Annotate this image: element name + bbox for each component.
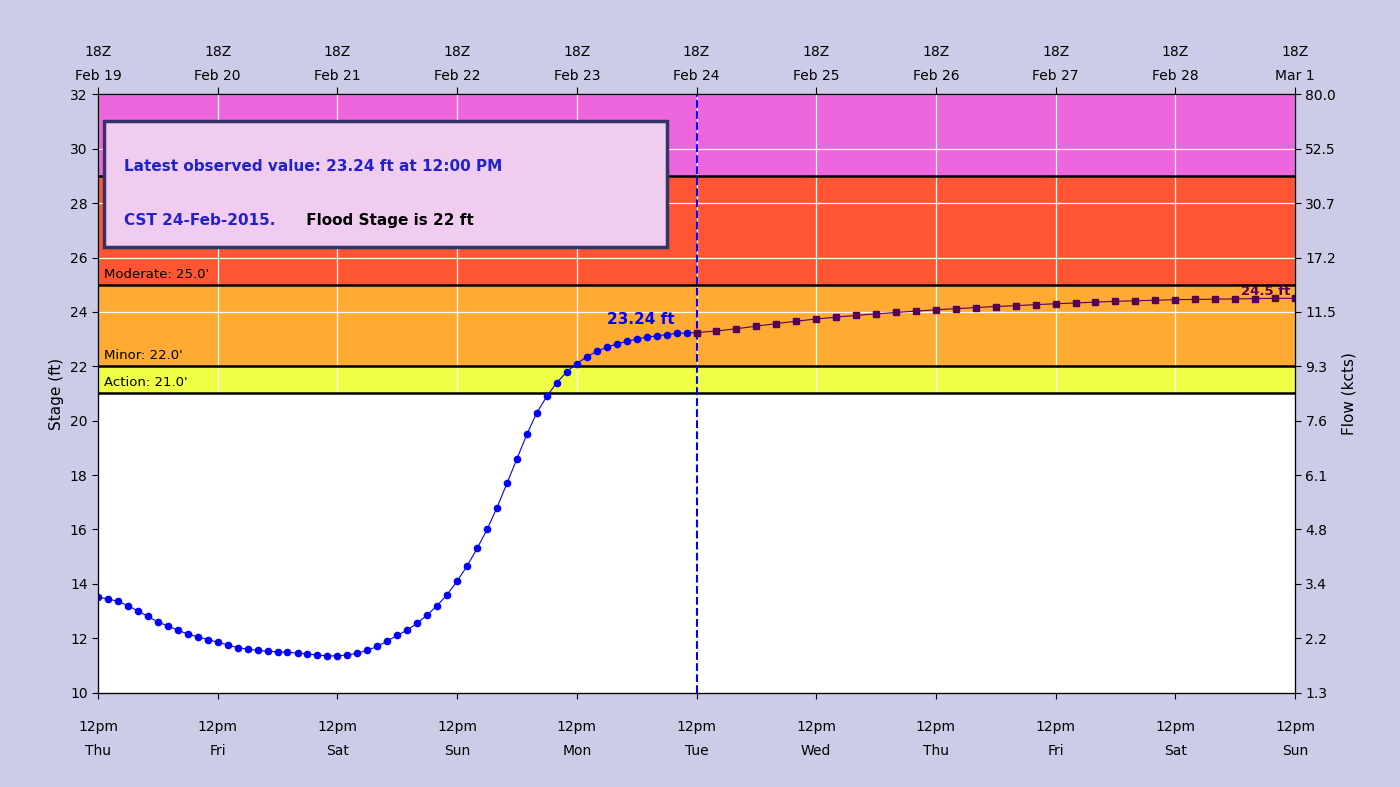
Text: 12pm: 12pm [78,720,118,734]
Text: 18Z: 18Z [802,45,830,59]
Text: 12pm: 12pm [797,720,836,734]
Text: 18Z: 18Z [323,45,351,59]
FancyBboxPatch shape [104,121,666,247]
Text: 18Z: 18Z [1162,45,1189,59]
Text: 18Z: 18Z [1042,45,1070,59]
Text: Sat: Sat [1163,744,1187,758]
Text: Feb 26: Feb 26 [913,68,959,83]
Text: Wed: Wed [801,744,832,758]
Bar [98,94,1295,176]
Bar [98,366,1295,394]
Text: Tue: Tue [685,744,708,758]
Text: Sun: Sun [444,744,470,758]
Y-axis label: Flow (kcts): Flow (kcts) [1341,352,1357,435]
Text: Flood Stage is 22 ft: Flood Stage is 22 ft [301,212,475,227]
Text: 12pm: 12pm [1155,720,1196,734]
Text: 12pm: 12pm [557,720,596,734]
Text: Minor: 22.0': Minor: 22.0' [104,349,183,362]
Text: 18Z: 18Z [563,45,591,59]
Text: Feb 21: Feb 21 [314,68,361,83]
Text: CST 24-Feb-2015.: CST 24-Feb-2015. [125,212,276,227]
Text: Feb 20: Feb 20 [195,68,241,83]
Text: 24.5 ft: 24.5 ft [1242,285,1291,298]
Text: 18Z: 18Z [923,45,949,59]
Text: 12pm: 12pm [1275,720,1315,734]
Text: Feb 23: Feb 23 [553,68,601,83]
Text: Action: 21.0': Action: 21.0' [104,376,188,390]
Text: Thu: Thu [85,744,111,758]
Text: Feb 19: Feb 19 [74,68,122,83]
Text: Feb 28: Feb 28 [1152,68,1198,83]
Text: Feb 22: Feb 22 [434,68,480,83]
Bar [98,285,1295,366]
Text: Fri: Fri [1047,744,1064,758]
Text: Feb 24: Feb 24 [673,68,720,83]
Text: 23.24 ft: 23.24 ft [606,312,675,327]
Text: Latest observed value: 23.24 ft at 12:00 PM: Latest observed value: 23.24 ft at 12:00… [125,159,503,174]
Text: 18Z: 18Z [444,45,470,59]
Text: Thu: Thu [923,744,949,758]
Text: 12pm: 12pm [437,720,477,734]
Text: Major: 29.0: Major: 29.0 [104,159,179,172]
Text: 18Z: 18Z [204,45,231,59]
Text: 18Z: 18Z [84,45,112,59]
Text: 12pm: 12pm [676,720,717,734]
Bar [98,176,1295,285]
Text: 12pm: 12pm [197,720,238,734]
Text: Mon: Mon [563,744,591,758]
Text: Sat: Sat [326,744,349,758]
Text: Sun: Sun [1282,744,1308,758]
Y-axis label: Stage (ft): Stage (ft) [49,357,64,430]
Text: 12pm: 12pm [318,720,357,734]
Text: Fri: Fri [210,744,225,758]
Text: Mar 1: Mar 1 [1275,68,1315,83]
Text: Moderate: 25.0': Moderate: 25.0' [104,268,209,281]
Text: 12pm: 12pm [916,720,956,734]
Text: 18Z: 18Z [1281,45,1309,59]
Text: Feb 27: Feb 27 [1032,68,1079,83]
Text: 12pm: 12pm [1036,720,1075,734]
Text: 18Z: 18Z [683,45,710,59]
Text: Feb 25: Feb 25 [792,68,840,83]
